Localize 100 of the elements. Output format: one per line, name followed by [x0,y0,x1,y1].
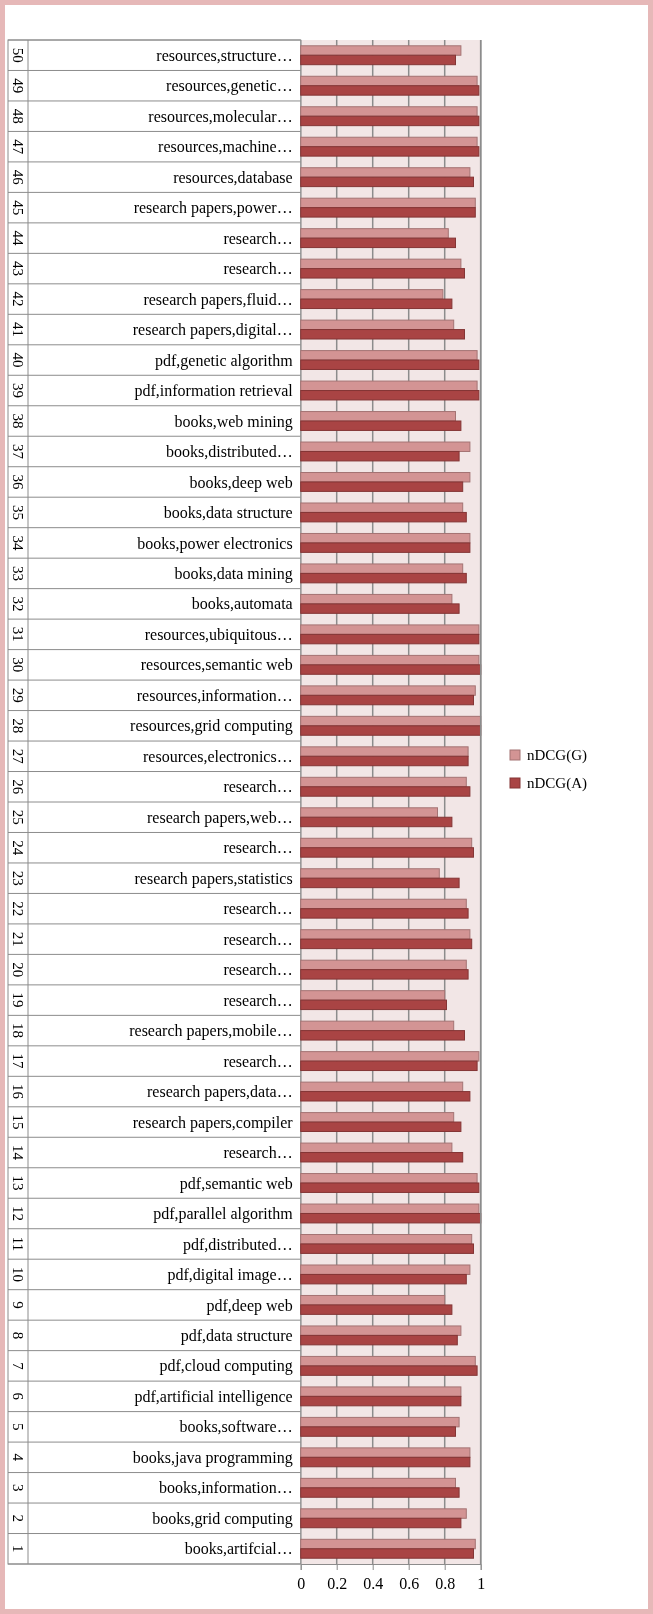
category-label: 15 [9,1114,26,1130]
bar [300,106,478,117]
category-label: 27 [9,748,26,764]
y-tick-label: books,information… [158,1479,293,1497]
bar [300,45,462,56]
y-tick-label: books,data structure [163,504,293,522]
category-label: 44 [9,230,26,246]
bar [300,847,474,858]
bar [300,563,464,574]
bar [300,938,473,950]
bar [300,633,480,645]
bar [300,1081,464,1093]
bar [300,746,469,757]
y-tick-label: research… [223,961,293,979]
bar [300,502,464,513]
bar [300,176,474,188]
y-tick-label: resources,structure… [156,46,293,64]
y-tick-label: books,web mining [174,412,293,431]
bar [300,390,480,401]
bar [300,877,460,889]
y-tick-label: books,artifcial… [184,1540,293,1558]
y-tick-label: research papers,data… [147,1083,293,1102]
bar [300,1203,480,1214]
category-label: 1 [9,1545,26,1553]
bar [300,1487,460,1498]
bar [300,1517,462,1529]
category-label: 35 [9,504,26,520]
category-label: 5 [9,1423,26,1431]
category-label: 28 [9,718,26,734]
bar [300,908,469,919]
bar [300,167,471,178]
y-tick-label: books,deep web [189,473,293,492]
bar [300,268,465,279]
category-label: 46 [9,169,26,185]
y-tick-label: research… [223,229,293,247]
bar [300,1030,465,1041]
y-tick-label: research… [223,900,293,918]
x-tick-label: 0.6 [399,1575,420,1593]
category-label: 3 [9,1484,26,1492]
category-label: 10 [9,1266,26,1282]
category-label: 36 [9,474,26,490]
y-tick-label: books,software… [179,1418,293,1436]
bar [300,1152,464,1163]
bar [300,1273,467,1285]
y-tick-label: resources,information… [136,686,293,704]
y-tick-label: books,power electronics [137,534,293,553]
category-label: 31 [9,626,26,642]
y-tick-label: resources,database [173,168,293,186]
bar [300,685,476,696]
category-label: 32 [9,596,26,612]
bar [300,603,460,614]
bar [300,85,480,96]
category-label: 34 [9,535,26,551]
bar [300,1334,458,1346]
bar [300,511,467,523]
bar [300,1182,480,1193]
y-tick-label: resources,semantic web [140,656,293,674]
bar [300,1091,471,1102]
y-tick-label: books,distributed… [166,443,293,461]
category-label: 2 [9,1514,26,1523]
bar [300,969,469,980]
x-tick-label: 0.2 [327,1575,348,1593]
x-tick-label: 1 [477,1575,486,1593]
bar [300,542,471,553]
y-tick-label: research papers,mobile… [129,1022,293,1041]
legend-label: nDCG(G) [527,747,587,765]
y-tick-label: pdf,distributed… [182,1235,293,1254]
y-tick-label: pdf,artificial intelligence [134,1387,293,1406]
y-tick-label: pdf,parallel algorithm [153,1205,294,1224]
bar [300,664,482,675]
category-label: 11 [9,1236,26,1252]
bar [300,816,453,828]
y-tick-label: books,java programming [132,1448,293,1467]
category-label: 26 [9,779,26,795]
bar [300,1212,482,1224]
category-label: 16 [9,1084,26,1100]
category-label: 14 [9,1145,26,1161]
bar [300,1325,462,1336]
x-tick-label: 0.8 [435,1575,456,1593]
y-tick-label: pdf,information retrieval [134,382,294,401]
y-tick-label: research papers,fluid… [143,290,293,309]
bar [300,319,455,331]
y-tick-label: research… [223,991,293,1009]
category-label: 29 [9,687,26,703]
y-tick-label: research… [223,839,293,857]
bar [300,1447,471,1458]
bar [300,329,465,340]
bar [300,1304,453,1315]
bar [300,1456,471,1468]
category-label: 18 [9,1023,26,1039]
bar [300,1121,462,1132]
category-label: 43 [9,261,26,277]
y-tick-label: research papers,statistics [134,869,293,888]
x-tick-label: 0.4 [363,1575,384,1593]
category-label: 24 [9,840,26,856]
bar [300,359,480,370]
bar [300,115,480,127]
y-tick-label: pdf,cloud computing [159,1357,293,1376]
y-tick-label: resources,electronics… [142,747,293,765]
bar [300,481,464,492]
